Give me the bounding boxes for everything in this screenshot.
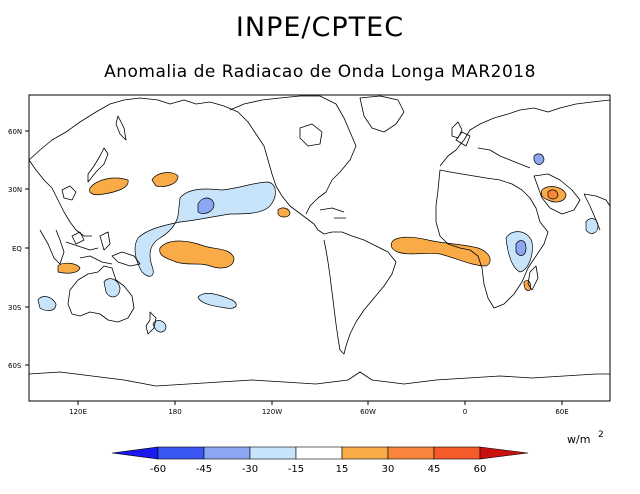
anomaly-region-maritime [103,278,121,298]
anomaly-region-south-pacific [197,292,237,309]
colorbar-arrow-left [111,446,159,460]
colorbar: -60 -45 -30 -15 15 30 45 60 [111,446,529,475]
colorbar-label-60: 60 [474,464,487,475]
coastlines [28,95,611,387]
coastline-southeast-asia [39,229,113,265]
coastline-british-isles [451,121,463,139]
anomaly-region-equatorial-atlantic [390,236,491,267]
lat-label-30s: 30S [8,304,22,312]
lon-label-60e: 60E [555,408,568,416]
colorbar-label-45: 45 [428,464,441,475]
coastline-arabia [533,173,581,215]
colorbar-label-neg15: -15 [288,464,304,475]
colorbar-label-15: 15 [336,464,349,475]
lat-label-30n: 30N [8,186,22,194]
coastline-hudson-bay [299,123,323,147]
anomaly-region-south-pacific-convergence [159,240,235,269]
unit-label: w/m 2 [567,430,604,446]
lat-label-eq: EQ [12,245,22,253]
colorbar-swatch-2 [203,446,251,460]
coastline-new-zealand [145,311,157,335]
coastline-caribbean [319,207,346,219]
unit-exponent: 2 [598,430,604,440]
lat-label-60n: 60N [8,128,22,136]
anomaly-region-hawaii-core [197,197,215,214]
colorbar-swatch-1 [157,446,205,460]
colorbar-label-neg30: -30 [242,464,258,475]
lon-label-60w: 60W [360,408,376,416]
coastline-australia [67,265,135,323]
colorbar-label-neg45: -45 [196,464,212,475]
colorbar-arrow-right [479,446,529,460]
anomaly-region-north-pacific-central [151,172,179,187]
colorbar-swatch-7 [433,446,481,460]
lon-label-120e: 120E [69,408,87,416]
coastline-india [583,193,611,231]
negative-anomaly-regions [37,153,599,333]
anomaly-region-north-pacific-west [89,177,129,196]
colorbar-label-30: 30 [382,464,395,475]
anomaly-region-east-africa-core [515,240,527,256]
coastline-antarctica [28,371,610,387]
colorbar-swatch-4 [295,446,343,460]
coastline-kamchatka [115,115,127,141]
coastline-japan [87,147,109,183]
anomaly-region-indian-ocean [57,262,81,274]
anomaly-region-tasman [152,320,167,333]
colorbar-swatch-6 [387,446,435,460]
anomaly-region-southwest-pacific [37,296,57,311]
lat-label-60s: 60S [8,362,22,370]
anomaly-region-mexico [277,207,291,218]
latitude-axis: 60N 30N EQ 30S 60S [8,128,29,370]
unit-text: w/m [567,433,590,446]
anomaly-region-mediterranean [533,153,545,165]
colorbar-swatch-3 [249,446,297,460]
coastline-madagascar [527,265,539,291]
coastline-east-asia [28,97,171,237]
longitude-axis: 120E 180 120W 60W 0 60E [69,401,569,416]
coastline-north-america [169,95,357,235]
anomaly-region-middle-east-core [547,189,559,200]
lon-label-0: 0 [463,408,467,416]
page-title: INPE/CPTEC [235,12,405,43]
positive-anomaly-regions [57,172,567,291]
anomaly-region-central-pacific [134,181,276,277]
colorbar-swatch-5 [341,446,389,460]
coastline-south-america [323,231,397,355]
colorbar-label-neg60: -60 [150,464,166,475]
anomaly-region-madagascar [523,280,531,291]
map-subtitle: Anomalia de Radiacao de Onda Longa MAR20… [104,62,536,82]
coastline-greenland [359,95,405,133]
lon-label-120w: 120W [262,408,282,416]
coastline-new-guinea [111,251,141,267]
coastline-africa [435,169,549,309]
lon-label-180: 180 [168,408,181,416]
